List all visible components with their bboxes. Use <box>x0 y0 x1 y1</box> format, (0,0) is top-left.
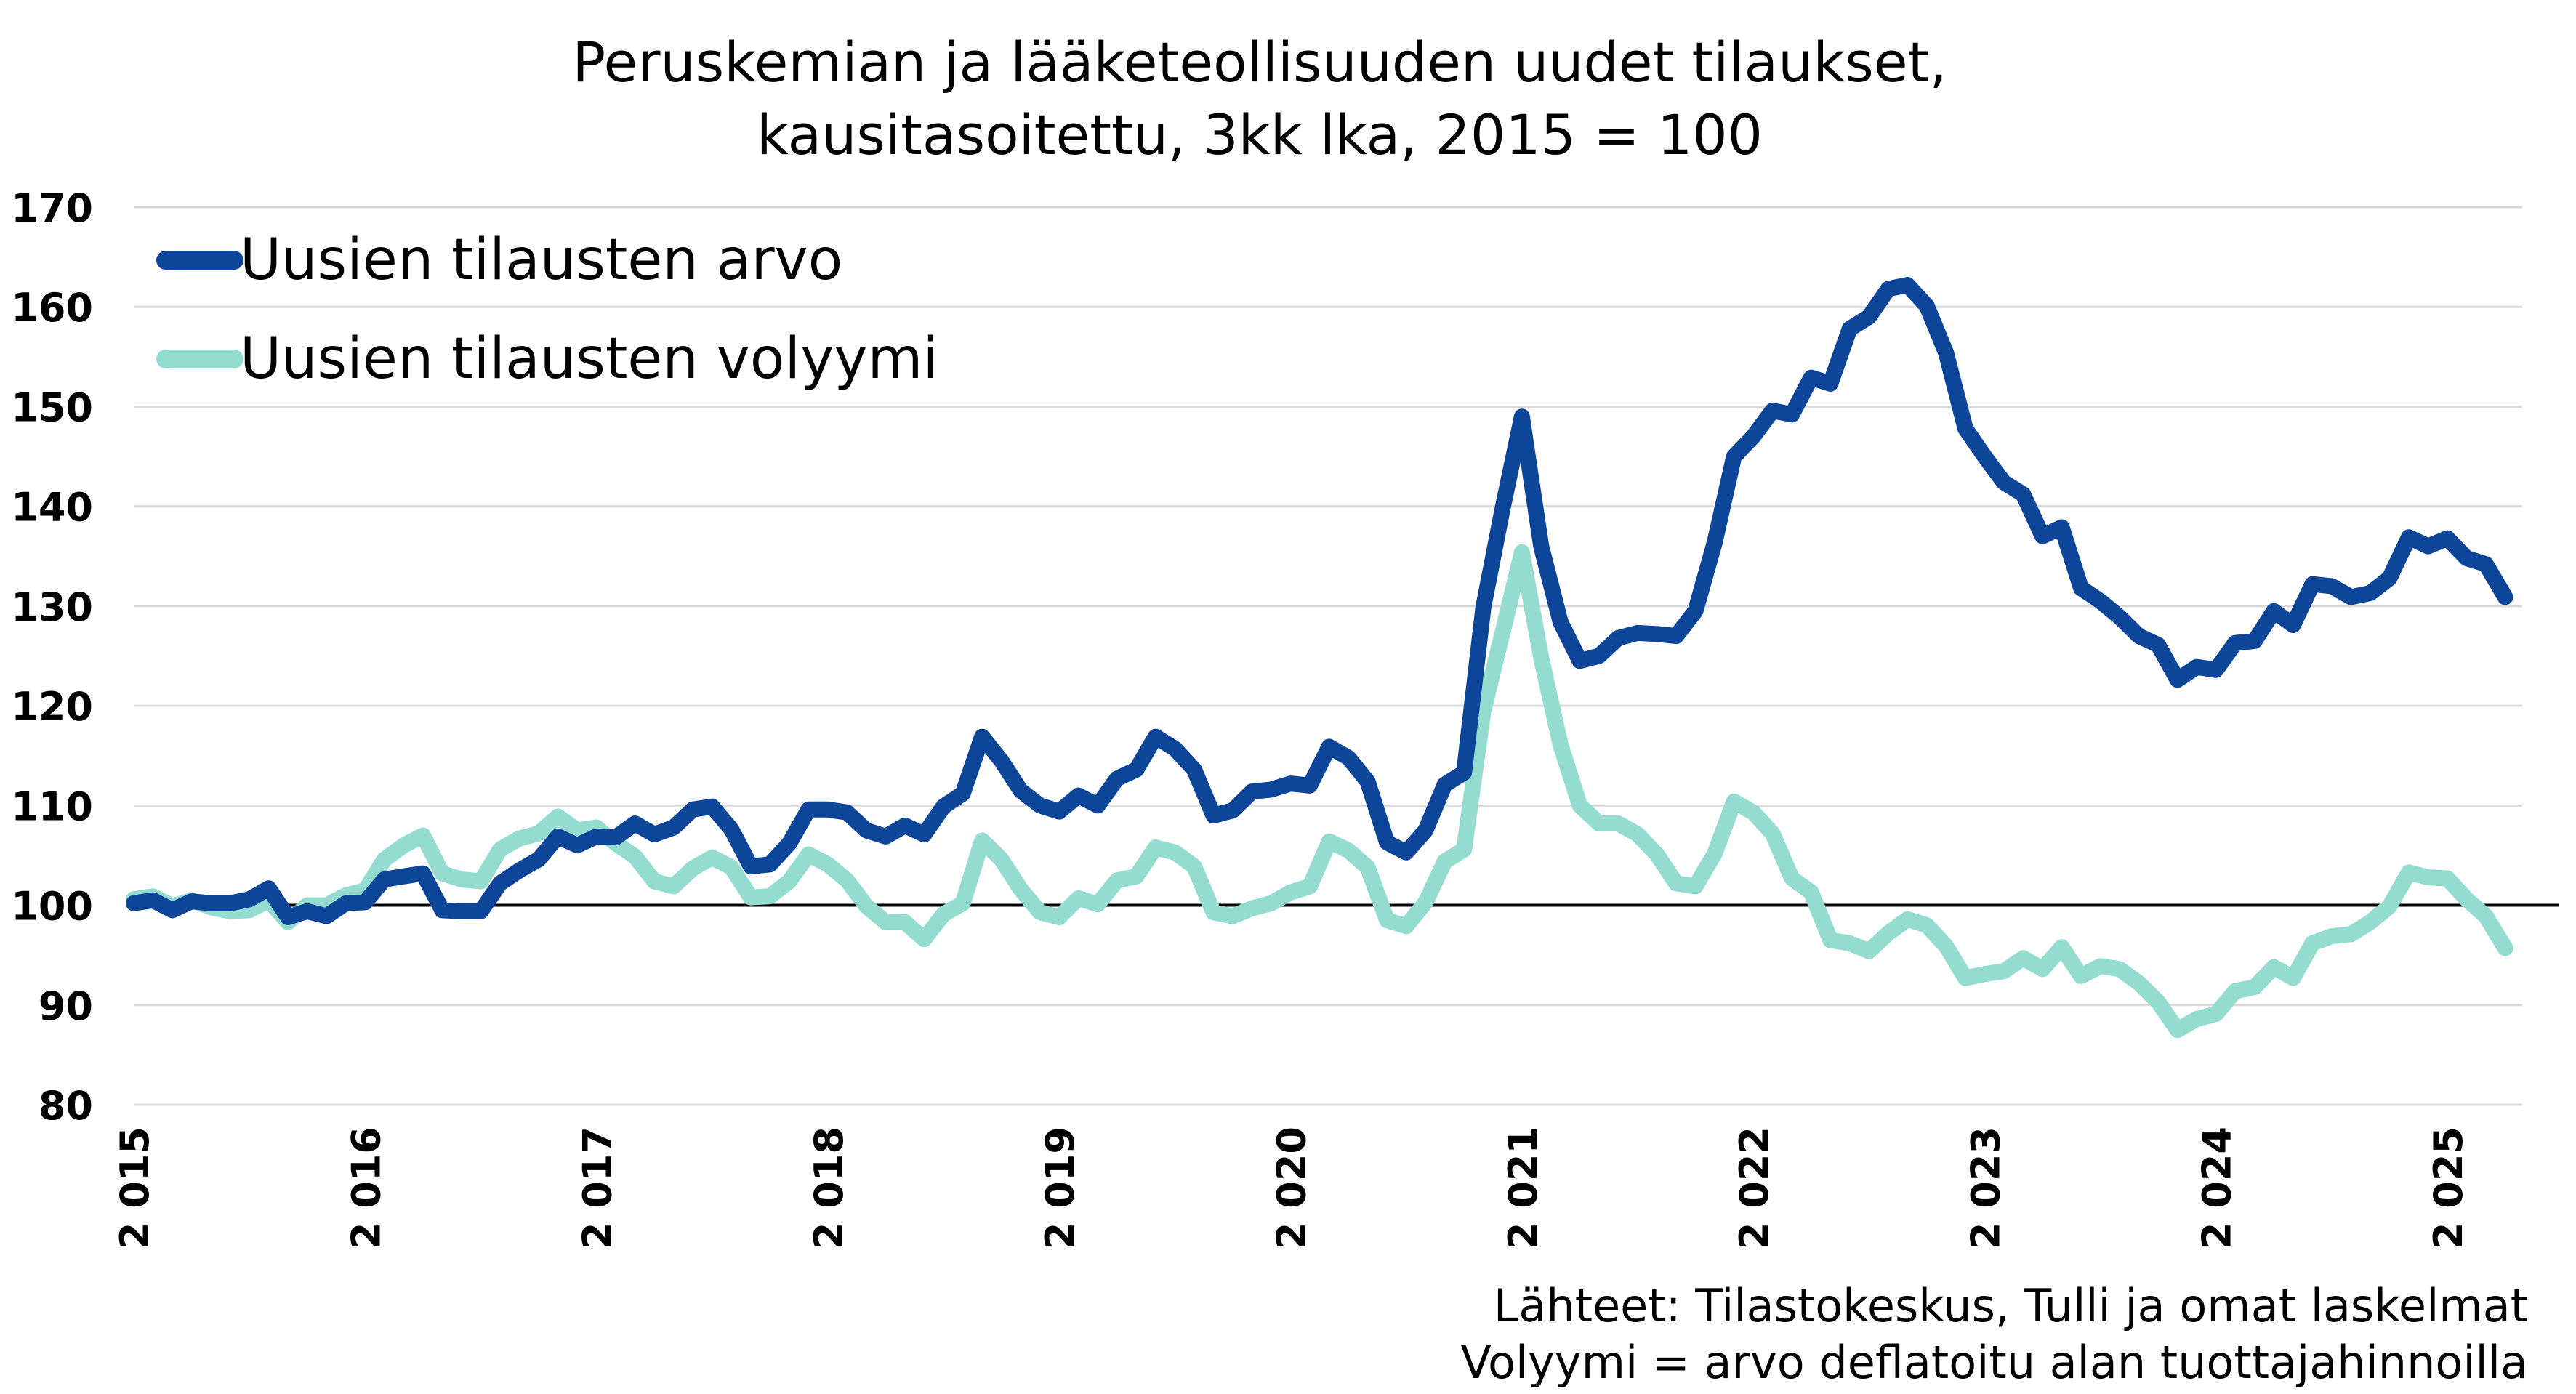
y-axis-ticks: 80 90 100 110 120 130 140 150 160 170 <box>11 185 93 1129</box>
y-tick-label: 120 <box>11 684 93 730</box>
chart-title: Peruskemian ja lääketeollisuuden uudet t… <box>572 30 1947 94</box>
x-tick-label: 2 021 <box>1500 1127 1546 1249</box>
x-tick-label: 2 015 <box>112 1127 158 1249</box>
x-tick-label: 2 019 <box>1037 1127 1083 1249</box>
series-lines <box>126 277 2513 1039</box>
y-tick-label: 170 <box>11 185 93 231</box>
y-tick-label: 140 <box>11 485 93 531</box>
x-tick-label: 2 024 <box>2194 1127 2240 1249</box>
source-note-2: Volyymi = arvo deflatoitu alan tuottajah… <box>1460 1336 2528 1389</box>
y-tick-label: 160 <box>11 285 93 331</box>
x-tick-label: 2 016 <box>343 1127 389 1249</box>
x-tick-label: 2 020 <box>1269 1127 1315 1249</box>
legend: Uusien tilausten arvo Uusien tilausten v… <box>156 227 938 392</box>
y-tick-label: 150 <box>11 384 93 430</box>
series-line-value <box>126 277 2513 925</box>
series-line-volume <box>126 544 2513 1039</box>
chart-subtitle: kausitasoitettu, 3kk lka, 2015 = 100 <box>757 102 1763 167</box>
x-tick-label: 2 018 <box>806 1127 852 1249</box>
x-axis-ticks: 2 015 2 016 2 017 2 018 2 019 2 020 2 021 2 022… <box>112 1127 2471 1249</box>
x-tick-label: 2 023 <box>1963 1127 2008 1249</box>
source-note-1: Lähteet: Tilastokeskus, Tulli ja omat la… <box>1494 1279 2528 1332</box>
x-tick-label: 2 025 <box>2426 1127 2471 1249</box>
y-tick-label: 100 <box>11 884 93 930</box>
x-tick-label: 2 017 <box>575 1127 621 1249</box>
y-tick-label: 130 <box>11 584 93 630</box>
legend-label-volume: Uusien tilausten volyymi <box>240 326 938 392</box>
y-tick-label: 80 <box>39 1083 93 1129</box>
y-tick-label: 110 <box>11 783 93 829</box>
legend-label-value: Uusien tilausten arvo <box>240 227 842 293</box>
x-tick-label: 2 022 <box>1731 1127 1777 1249</box>
y-tick-label: 90 <box>39 983 93 1029</box>
